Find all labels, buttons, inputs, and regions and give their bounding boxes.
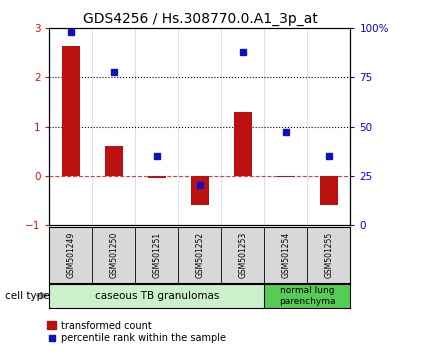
Text: GDS4256 / Hs.308770.0.A1_3p_at: GDS4256 / Hs.308770.0.A1_3p_at [83,12,317,27]
Bar [264,284,350,308]
Text: GSM501253: GSM501253 [239,232,247,278]
Bar [148,176,166,178]
Bar [320,176,338,205]
Text: GSM501250: GSM501250 [110,232,118,278]
Text: normal lung
parenchyma: normal lung parenchyma [279,286,336,306]
Legend: transformed count, percentile rank within the sample: transformed count, percentile rank withi… [43,317,230,347]
Bar [49,284,264,308]
Text: cell type: cell type [5,291,50,301]
Bar [277,176,295,177]
Text: GSM501254: GSM501254 [282,232,290,278]
Bar [234,112,252,176]
Bar [191,176,209,205]
Text: GSM501249: GSM501249 [67,232,75,278]
Text: GSM501252: GSM501252 [196,232,204,278]
Bar [62,46,80,176]
Bar [105,146,123,176]
Text: GSM501255: GSM501255 [325,232,333,278]
Text: GSM501251: GSM501251 [153,232,161,278]
Text: caseous TB granulomas: caseous TB granulomas [95,291,219,301]
